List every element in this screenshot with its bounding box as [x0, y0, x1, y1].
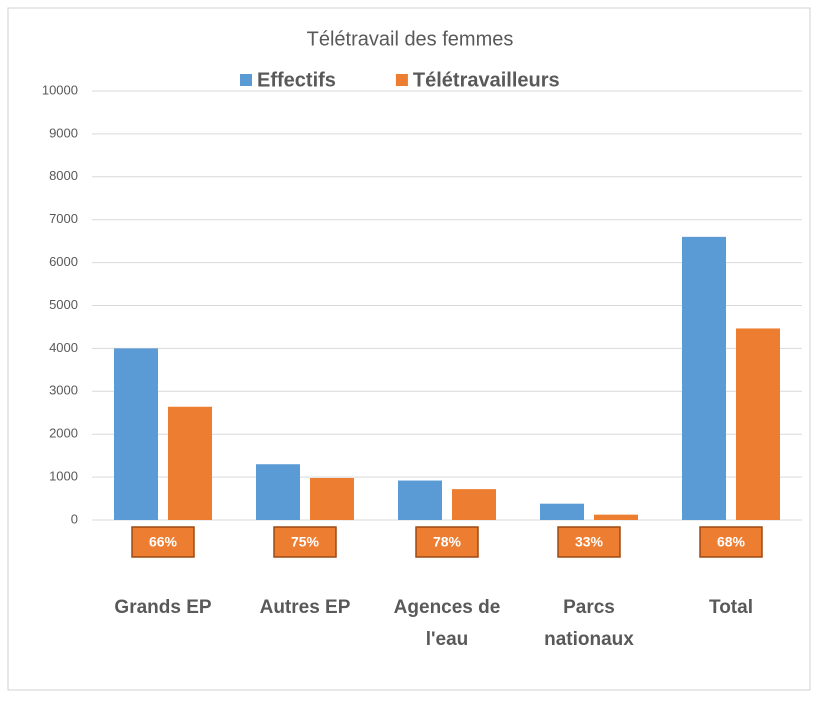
bar	[682, 236, 726, 521]
y-tick-label: 8000	[49, 168, 78, 183]
bar	[256, 464, 300, 520]
bar	[310, 477, 354, 520]
bar	[452, 489, 496, 520]
annotation: 78%	[433, 534, 462, 550]
x-tick-label: Autres EP	[260, 597, 351, 618]
bar	[168, 406, 212, 520]
y-tick-label: 4000	[49, 340, 78, 355]
annotation: 33%	[575, 534, 604, 550]
legend-label: Télétravailleurs	[413, 69, 560, 91]
y-tick-label: 3000	[49, 383, 78, 398]
annotation-box	[131, 526, 195, 558]
legend-swatch	[240, 74, 252, 86]
annotation: 66%	[149, 534, 178, 550]
legend-swatch	[395, 74, 408, 86]
bar	[594, 514, 638, 520]
bar	[540, 503, 584, 520]
y-tick-label: 10000	[42, 82, 78, 97]
x-tick-label: Grands EP	[114, 597, 211, 618]
y-tick-label: 5000	[49, 297, 78, 312]
y-tick-label: 1000	[49, 469, 78, 484]
bar	[736, 328, 780, 520]
bar	[398, 480, 442, 520]
annotation-box	[415, 526, 479, 558]
legend-label: Effectifs	[257, 69, 336, 91]
y-tick-label: 2000	[49, 426, 78, 441]
x-tick-label: Parcs nationaux	[544, 597, 634, 650]
chart-title: Télétravail des femmes	[307, 28, 514, 50]
annotation-box	[557, 526, 621, 558]
x-tick-label: Total	[709, 597, 753, 618]
bar	[114, 348, 158, 520]
x-tick-label: Agences de l'eau	[394, 597, 501, 650]
y-tick-label: 0	[71, 511, 78, 526]
annotation-box	[699, 526, 763, 558]
y-tick-label: 6000	[49, 254, 78, 269]
annotation: 68%	[717, 534, 746, 550]
annotation: 75%	[291, 534, 320, 550]
annotation-box	[273, 526, 337, 558]
y-tick-label: 7000	[49, 211, 78, 226]
y-tick-label: 9000	[49, 125, 78, 140]
